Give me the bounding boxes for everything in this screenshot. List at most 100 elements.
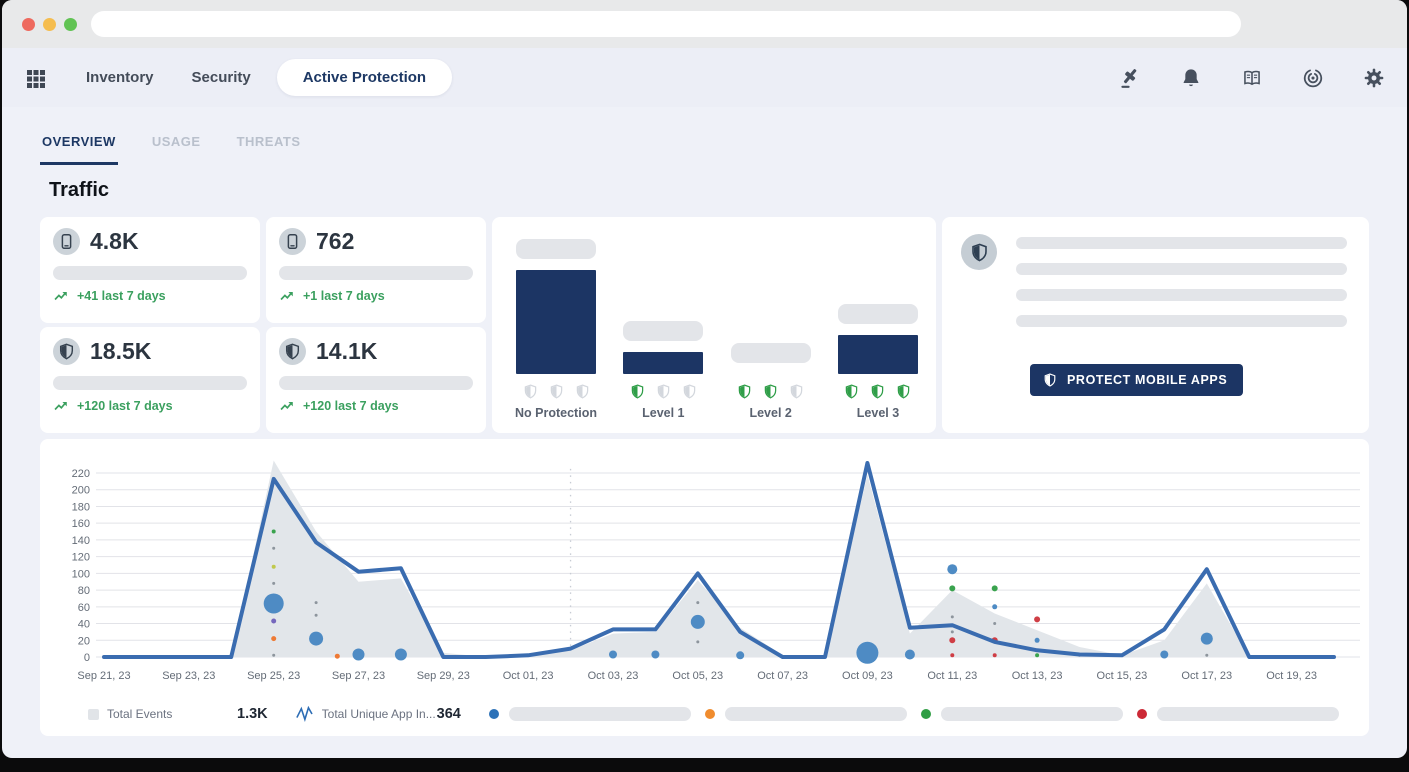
protection-group-label: Level 3	[856, 406, 900, 420]
page-content: OVERVIEW USAGE THREATS Traffic 4.8K +41 las…	[2, 128, 1407, 736]
protect-mobile-apps-label: PROTECT MOBILE APPS	[1067, 373, 1228, 387]
stat-skeleton-bar	[53, 376, 247, 390]
scatter-point	[991, 585, 998, 592]
shield-inactive-icon	[789, 383, 804, 400]
nav-item-inventory[interactable]: Inventory	[86, 69, 154, 86]
scatter-point	[314, 613, 318, 617]
stat-delta: +120 last 7 days	[279, 399, 473, 413]
y-tick-label: 80	[78, 585, 90, 597]
top-navigation: Inventory Security Active Protection	[2, 48, 1407, 107]
scatter-point	[609, 650, 617, 659]
nav-item-active-protection[interactable]: Active Protection	[276, 59, 453, 96]
stat-card-header: 4.8K	[53, 228, 247, 255]
scatter-point	[949, 585, 956, 592]
stat-value: 14.1K	[316, 338, 378, 364]
scatter-point	[904, 649, 915, 660]
shield-active-icon	[630, 383, 645, 400]
window-titlebar	[2, 0, 1407, 48]
radar-icon[interactable]	[1302, 67, 1324, 89]
x-tick-label: Oct 01, 23	[503, 670, 554, 682]
stat-card-4-8k: 4.8K +41 last 7 days	[40, 217, 260, 323]
notifications-bell-icon[interactable]	[1180, 67, 1202, 89]
shield-icon	[1043, 372, 1057, 388]
y-tick-label: 20	[78, 635, 90, 647]
scatter-point	[856, 641, 879, 664]
docs-book-icon[interactable]	[1241, 67, 1263, 89]
x-tick-label: Oct 15, 23	[1097, 670, 1148, 682]
protection-skeleton-label	[516, 239, 596, 259]
summary-grid: 4.8K +41 last 7 days 762 +1 last 7 days No …	[40, 217, 1369, 433]
tab-usage[interactable]: USAGE	[151, 134, 201, 149]
phone-icon	[53, 228, 80, 255]
scatter-point	[352, 648, 365, 661]
settings-gear-icon[interactable]	[1363, 67, 1385, 89]
scatter-point	[271, 529, 276, 534]
shield-inactive-icon	[549, 383, 564, 400]
legend-item-series-2[interactable]	[488, 707, 691, 721]
protection-group-level-1: Level 1	[619, 321, 707, 420]
stat-delta-text: +120 last 7 days	[77, 399, 173, 413]
nav-item-security[interactable]: Security	[191, 69, 251, 86]
stat-card-18-5k: 18.5K +120 last 7 days	[40, 327, 260, 433]
x-tick-label: Oct 11, 23	[927, 670, 977, 682]
scatter-point	[950, 653, 955, 658]
shield-inactive-icon	[656, 383, 671, 400]
shield-active-icon	[870, 383, 885, 400]
tab-overview[interactable]: OVERVIEW	[40, 128, 118, 165]
stat-card-762: 762 +1 last 7 days	[266, 217, 486, 323]
legend-item-series-3[interactable]	[704, 707, 907, 721]
scatter-point	[272, 546, 276, 550]
scatter-point	[696, 601, 700, 605]
legend-item-series-4[interactable]	[920, 707, 1123, 721]
scatter-point	[950, 615, 954, 619]
shield-inactive-icon	[575, 383, 590, 400]
shield-active-icon	[896, 383, 911, 400]
legend-item-total-unique-app-in-[interactable]: Total Unique App In... 364	[295, 706, 489, 722]
trend-up-icon	[279, 399, 295, 413]
legend-item-series-5[interactable]	[1136, 707, 1340, 721]
scatter-point	[992, 653, 997, 658]
scatter-point	[272, 581, 276, 585]
x-tick-label: Sep 23, 23	[162, 670, 215, 682]
legend-swatch-dot	[1136, 709, 1147, 719]
stat-card-14-1k: 14.1K +120 last 7 days	[266, 327, 486, 433]
window-minimize-button[interactable]	[43, 17, 56, 31]
y-tick-label: 0	[84, 652, 90, 664]
legend-skeleton-bar	[940, 707, 1123, 721]
phone-icon	[279, 228, 306, 255]
scatter-point	[1160, 650, 1169, 659]
legend-value: 1.3K	[237, 706, 268, 722]
browser-window: Inventory Security Active Protection OVERV…	[2, 0, 1407, 758]
legend-swatch-dot	[920, 709, 931, 719]
x-tick-label: Oct 19, 23	[1266, 670, 1317, 682]
legend-value: 364	[436, 706, 461, 722]
scatter-point	[1034, 637, 1040, 643]
y-tick-label: 140	[72, 535, 90, 547]
scatter-point	[394, 648, 407, 661]
x-tick-label: Sep 25, 23	[247, 670, 300, 682]
app-grid-icon[interactable]	[24, 66, 48, 90]
legend-item-total-events[interactable]: Total Events 1.3K	[88, 706, 296, 722]
x-tick-label: Oct 17, 23	[1181, 670, 1232, 682]
scatter-point	[992, 604, 998, 610]
protect-mobile-apps-button[interactable]: PROTECT MOBILE APPS	[1030, 364, 1244, 396]
shield-icon	[961, 234, 997, 270]
window-zoom-button[interactable]	[64, 17, 77, 31]
promo-header	[961, 234, 1347, 341]
y-tick-label: 200	[72, 485, 90, 497]
stat-skeleton-bar	[279, 376, 473, 390]
scatter-point	[309, 631, 324, 646]
gavel-icon[interactable]	[1119, 67, 1141, 89]
chart-x-axis-labels: Sep 21, 23 Sep 23, 23 Sep 25, 23 Sep 27, 23…	[77, 670, 1317, 682]
tab-threats[interactable]: THREATS	[236, 134, 301, 149]
protection-group-level-3: Level 3	[834, 304, 922, 420]
legend-swatch-line	[295, 706, 314, 722]
address-bar[interactable]	[91, 11, 1241, 37]
scatter-point	[1205, 653, 1209, 657]
shield-icon	[53, 338, 80, 365]
window-close-button[interactable]	[22, 17, 35, 31]
protection-skeleton-label	[730, 343, 811, 363]
stat-value: 762	[316, 228, 355, 254]
scatter-point	[271, 618, 277, 624]
y-tick-label: 180	[72, 501, 90, 513]
